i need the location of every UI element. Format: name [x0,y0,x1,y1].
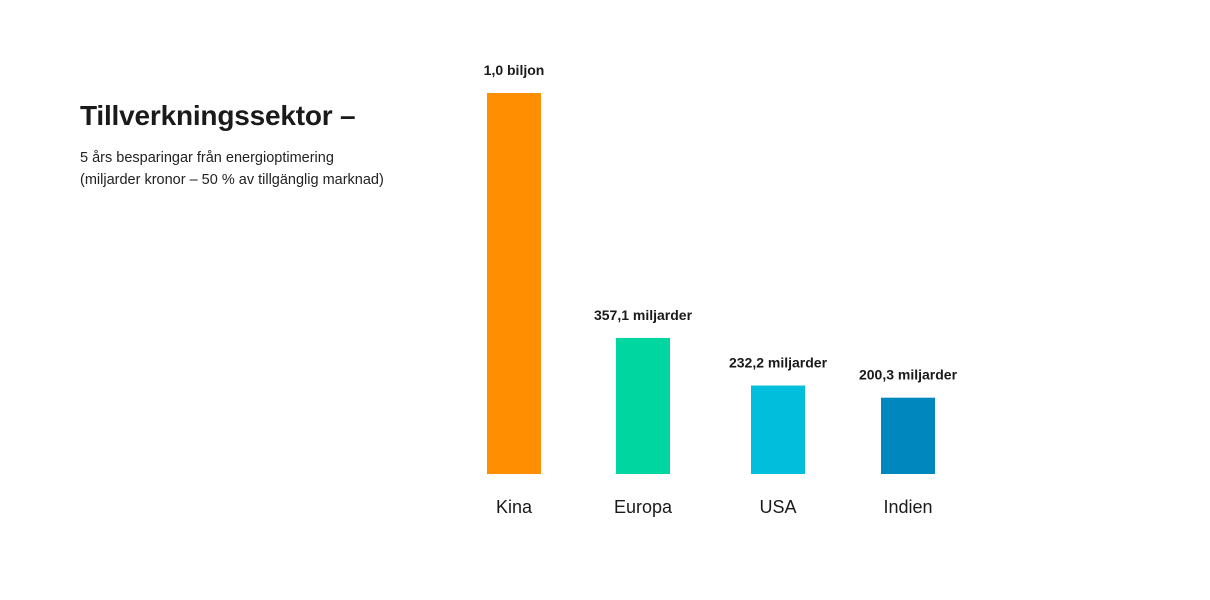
bar-europa [616,337,670,474]
chart-title: Tillverkningssektor – [80,100,356,131]
bar-indien [881,397,935,474]
category-label-kina: Kina [496,497,533,517]
category-label-europa: Europa [614,497,673,517]
title-block: Tillverkningssektor – 5 års besparingar … [80,100,390,191]
value-label-europa: 357,1 miljarder [594,307,693,323]
chart-subtitle: 5 års besparingar från energioptimering … [80,150,384,188]
bar-kina [487,93,541,474]
value-label-kina: 1,0 biljon [484,62,545,78]
value-label-usa: 232,2 miljarder [729,355,828,371]
category-label-usa: USA [759,497,796,517]
value-label-indien: 200,3 miljarder [859,367,958,383]
bar-usa [751,385,805,474]
category-label-indien: Indien [883,497,932,517]
